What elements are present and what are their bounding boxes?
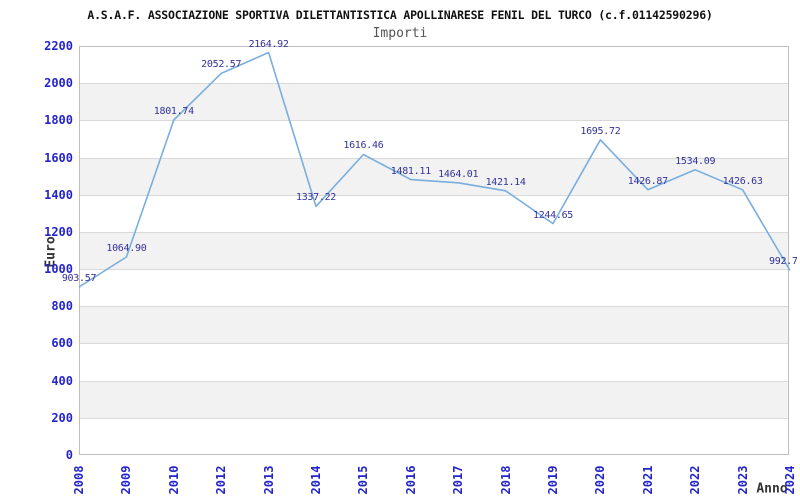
y-tick-label: 2000 xyxy=(44,76,73,91)
x-tick-label: 2013 xyxy=(261,465,276,495)
x-tick-label: 2010 xyxy=(166,465,181,495)
y-tick-label: 800 xyxy=(51,299,73,314)
value-label: 1534.09 xyxy=(675,155,716,167)
value-label: 1064.90 xyxy=(106,243,147,255)
value-label: 903.57 xyxy=(61,273,97,285)
x-tick-label: 2020 xyxy=(593,465,608,495)
y-tick-label: 400 xyxy=(51,373,73,388)
value-label: 992.7 xyxy=(769,256,798,268)
value-label: 2052.57 xyxy=(201,59,242,71)
x-tick-label: 2021 xyxy=(640,465,655,495)
x-tick-label: 2008 xyxy=(72,465,86,495)
x-tick-label: 2012 xyxy=(214,465,229,495)
x-tick-label: 2018 xyxy=(498,465,513,495)
y-tick-label: 1000 xyxy=(44,262,73,277)
value-label: 1244.65 xyxy=(532,209,574,221)
gridline xyxy=(80,343,789,345)
x-tick-label: 2022 xyxy=(688,465,703,495)
y-tick-label: 1400 xyxy=(44,187,73,202)
x-tick-label: 2024 xyxy=(783,465,797,495)
x-tick-label: 2017 xyxy=(451,465,466,495)
value-label: 1421.14 xyxy=(485,176,526,188)
x-tick-label: 2023 xyxy=(735,465,750,495)
value-label: 1801.74 xyxy=(153,106,194,118)
value-label: 1426.87 xyxy=(627,175,668,187)
value-label: 2164.92 xyxy=(248,38,289,50)
value-label: 1464.01 xyxy=(438,168,479,180)
gridline xyxy=(80,380,789,382)
x-axis-title: Anno xyxy=(756,481,788,497)
y-tick-label: 600 xyxy=(51,336,73,351)
value-label: 1481.11 xyxy=(390,165,431,177)
chart-title: A.S.A.F. ASSOCIAZIONE SPORTIVA DILETTANT… xyxy=(87,8,713,22)
y-tick-label: 1200 xyxy=(44,224,73,239)
value-label: 1337.22 xyxy=(295,192,337,204)
value-label: 1616.46 xyxy=(343,140,384,152)
gridline xyxy=(80,306,789,308)
chart-subtitle: Importi xyxy=(372,26,428,41)
x-tick-label: 2009 xyxy=(119,465,134,495)
value-label: 1426.63 xyxy=(722,175,763,187)
x-tick-label: 2015 xyxy=(356,465,371,495)
grid-band xyxy=(80,380,789,418)
y-tick-label: 1800 xyxy=(44,113,73,128)
gridline xyxy=(80,417,789,419)
y-tick-label: 2200 xyxy=(44,39,73,53)
y-tick-label: 0 xyxy=(65,448,73,462)
x-tick-label: 2019 xyxy=(546,465,560,495)
grid-band xyxy=(80,306,789,344)
value-label: 1695.72 xyxy=(580,125,621,137)
y-tick-label: 200 xyxy=(51,410,73,425)
y-tick-label: 1600 xyxy=(44,150,73,165)
x-tick-label: 2014 xyxy=(309,465,323,495)
x-tick-label: 2016 xyxy=(403,465,418,495)
